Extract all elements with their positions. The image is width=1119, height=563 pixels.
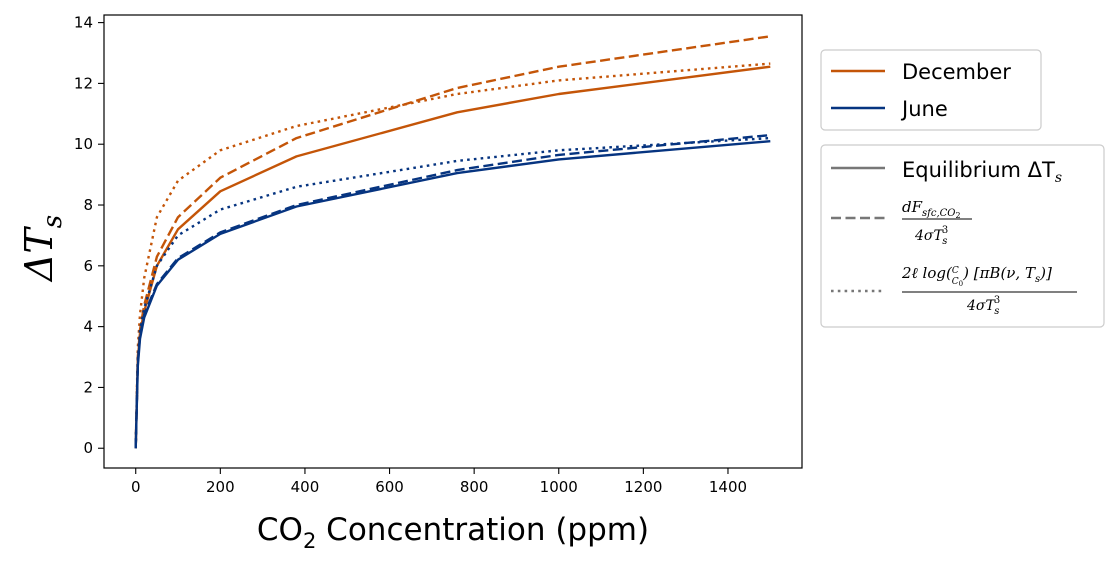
x-tick-label: 1000 — [540, 478, 578, 496]
legend-june-label: June — [900, 97, 948, 121]
x-axis-title-base: CO — [257, 512, 303, 548]
x-axis: 0 200 400 600 800 1000 1200 1400 — [131, 468, 747, 496]
legend-equilibrium-label: Equilibrium ΔTs — [902, 158, 1062, 186]
legend-dashed-formula: dFsfc,CO2 4σT3 s — [902, 198, 972, 247]
x-tick-label: 600 — [375, 478, 404, 496]
legend-december-label: December — [902, 60, 1011, 84]
y-axis: 0 2 4 6 8 10 12 14 — [74, 14, 104, 457]
x-tick-label: 200 — [206, 478, 235, 496]
y-tick-label: 2 — [83, 378, 93, 396]
series-line-december-dotted — [134, 62, 771, 449]
legend-dotted-formula: 2ℓ log(C C0) [πB(ν, Ts)] 4σT3 s — [901, 264, 1077, 317]
x-axis-title-sub: 2 — [303, 529, 316, 553]
y-tick-label: 8 — [83, 196, 93, 214]
y-tick-label: 14 — [74, 14, 93, 32]
legend-styles-box — [820, 144, 1105, 328]
x-tick-label: 800 — [460, 478, 489, 496]
x-tick-label: 1200 — [624, 478, 662, 496]
series-line-june-solid — [134, 140, 771, 449]
legend-dotted-numerator: 2ℓ log(C C0) [πB(ν, Ts)] — [901, 264, 1052, 288]
x-tick-label: 400 — [291, 478, 320, 496]
y-tick-label: 4 — [83, 318, 93, 336]
y-tick-label: 0 — [83, 439, 93, 457]
x-tick-label: 1400 — [709, 478, 747, 496]
y-axis-title-base: ΔT — [17, 226, 61, 283]
series-line-june-dotted — [134, 136, 771, 449]
x-tick-label: 0 — [131, 478, 141, 496]
x-axis-title: CO2 Concentration (ppm) — [257, 512, 649, 553]
legend-dashed-numerator: dFsfc,CO2 — [902, 198, 961, 220]
legend-dotted-denominator: 4σT3 s — [966, 295, 1000, 317]
y-axis-title: ΔTs — [17, 215, 68, 283]
plot-frame — [103, 14, 803, 469]
y-tick-label: 12 — [74, 74, 93, 92]
y-axis-title-sub: s — [38, 215, 68, 228]
y-tick-label: 6 — [83, 257, 93, 275]
y-tick-label: 10 — [74, 135, 93, 153]
series-layer — [134, 35, 771, 449]
legend-equilibrium-sub: s — [1055, 170, 1062, 186]
legend-styles: Equilibrium ΔTs dFsfc,CO2 4σT3 s 2ℓ log(C… — [820, 144, 1105, 328]
series-line-december-dashed — [134, 35, 771, 449]
series-line-december-solid — [134, 65, 771, 449]
legend-colors: December June — [820, 49, 1042, 131]
x-axis-title-rest: Concentration (ppm) — [316, 512, 649, 548]
series-line-june-dashed — [134, 133, 771, 449]
legend-dashed-denominator: 4σT3 s — [914, 225, 948, 247]
legend-equilibrium-text: Equilibrium ΔT — [902, 158, 1055, 182]
